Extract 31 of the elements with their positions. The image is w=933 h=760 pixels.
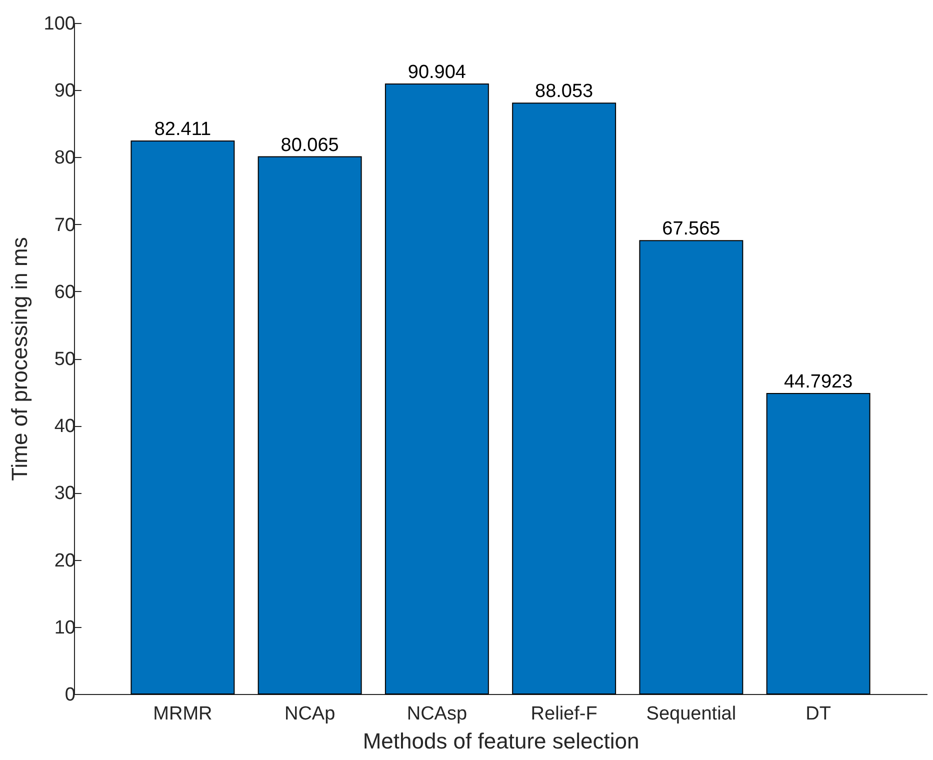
bar (512, 102, 616, 694)
x-tick-label: MRMR (153, 704, 212, 724)
y-tick-label: 70 (54, 214, 76, 236)
y-tick-label: 50 (54, 349, 76, 370)
bar (639, 240, 744, 694)
x-tick-label: NCAsp (406, 704, 468, 724)
y-tick-label: 100 (44, 14, 76, 34)
y-tick-label: 80 (54, 148, 76, 169)
bar (766, 392, 870, 694)
x-tick-label: Sequential (646, 704, 736, 724)
y-axis-title: Time of processing in ms (6, 237, 32, 481)
data-label: 90.904 (408, 62, 466, 84)
y-tick-label: 60 (54, 282, 76, 303)
y-tick-label: 40 (54, 416, 76, 438)
data-label: 44.7923 (784, 371, 853, 392)
bar (258, 156, 362, 694)
data-label: 80.065 (280, 134, 339, 156)
data-label: 82.411 (154, 119, 212, 140)
bar (384, 84, 489, 694)
x-axis-title: Methods of feature selection (362, 728, 640, 754)
data-label: 88.053 (535, 81, 594, 102)
x-tick-label: Relief-F (530, 704, 598, 724)
x-tick-label: DT (806, 704, 832, 724)
y-tick-label: 30 (54, 483, 76, 504)
y-tick-label: 90 (54, 80, 76, 102)
x-tick-label: NCAp (284, 704, 336, 724)
bar (130, 140, 235, 694)
y-tick-label: 0 (64, 684, 76, 706)
y-tick-label: 20 (54, 550, 76, 572)
data-label: 67.565 (662, 218, 720, 240)
y-tick-label: 10 (54, 617, 76, 638)
